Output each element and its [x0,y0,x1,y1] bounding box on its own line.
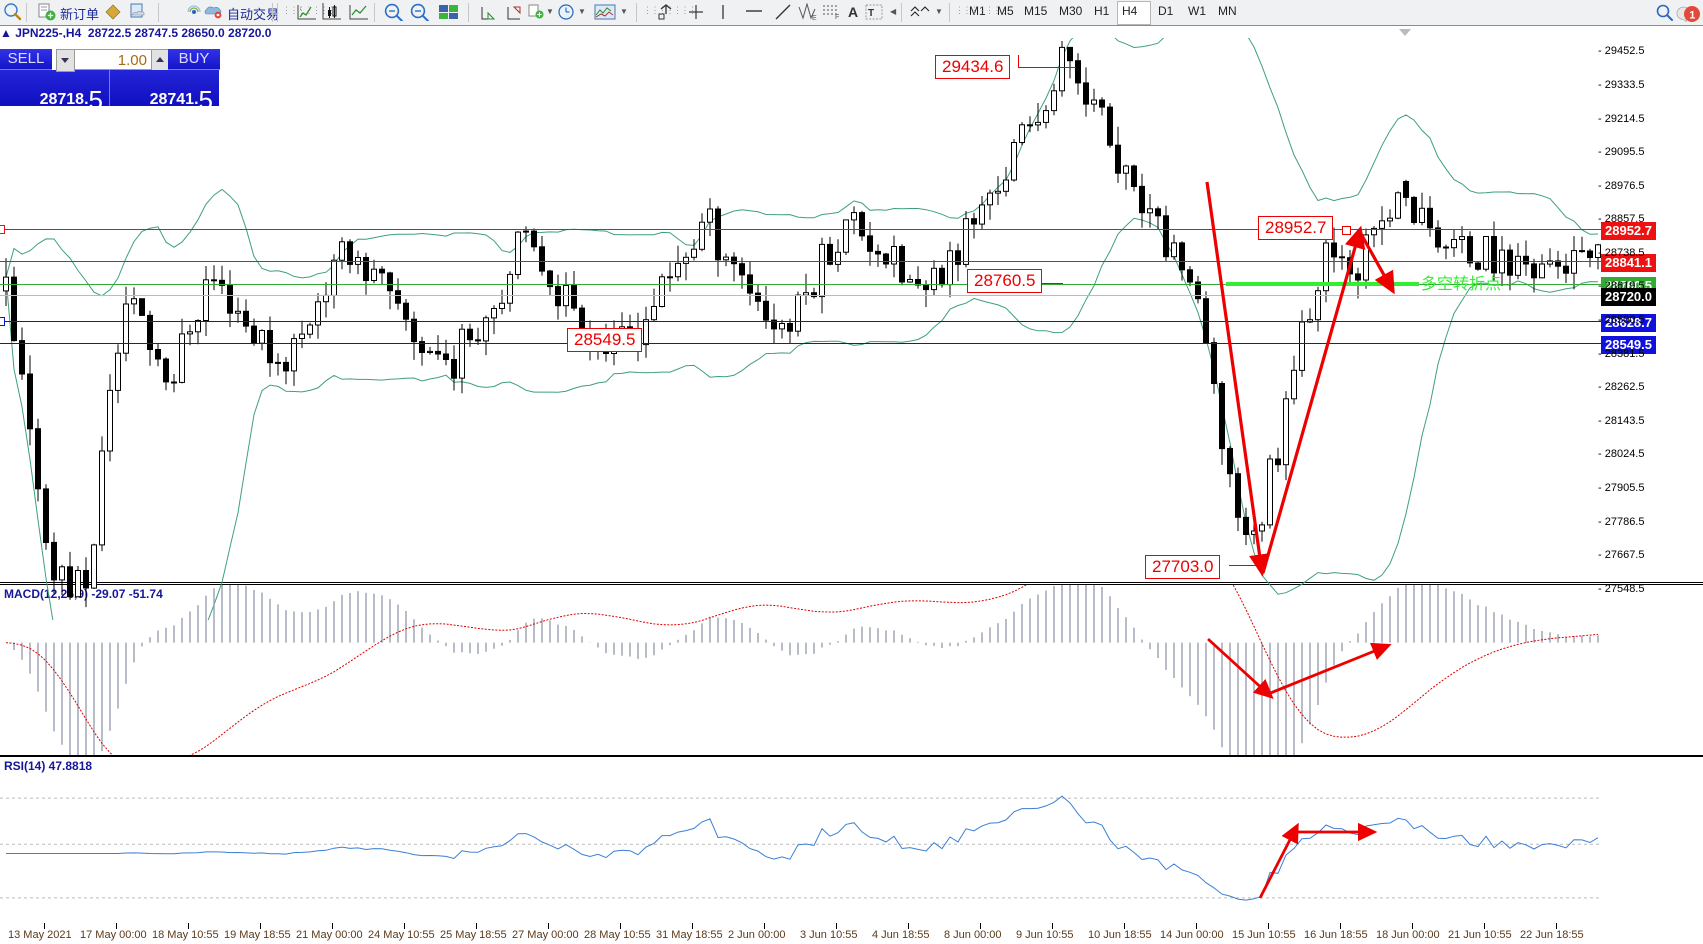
svg-text:T: T [868,8,874,19]
svg-text:E: E [812,15,817,21]
svg-text:1: 1 [1689,10,1695,22]
svg-text:↓: ↓ [299,6,302,12]
svg-text:F: F [835,14,839,19]
